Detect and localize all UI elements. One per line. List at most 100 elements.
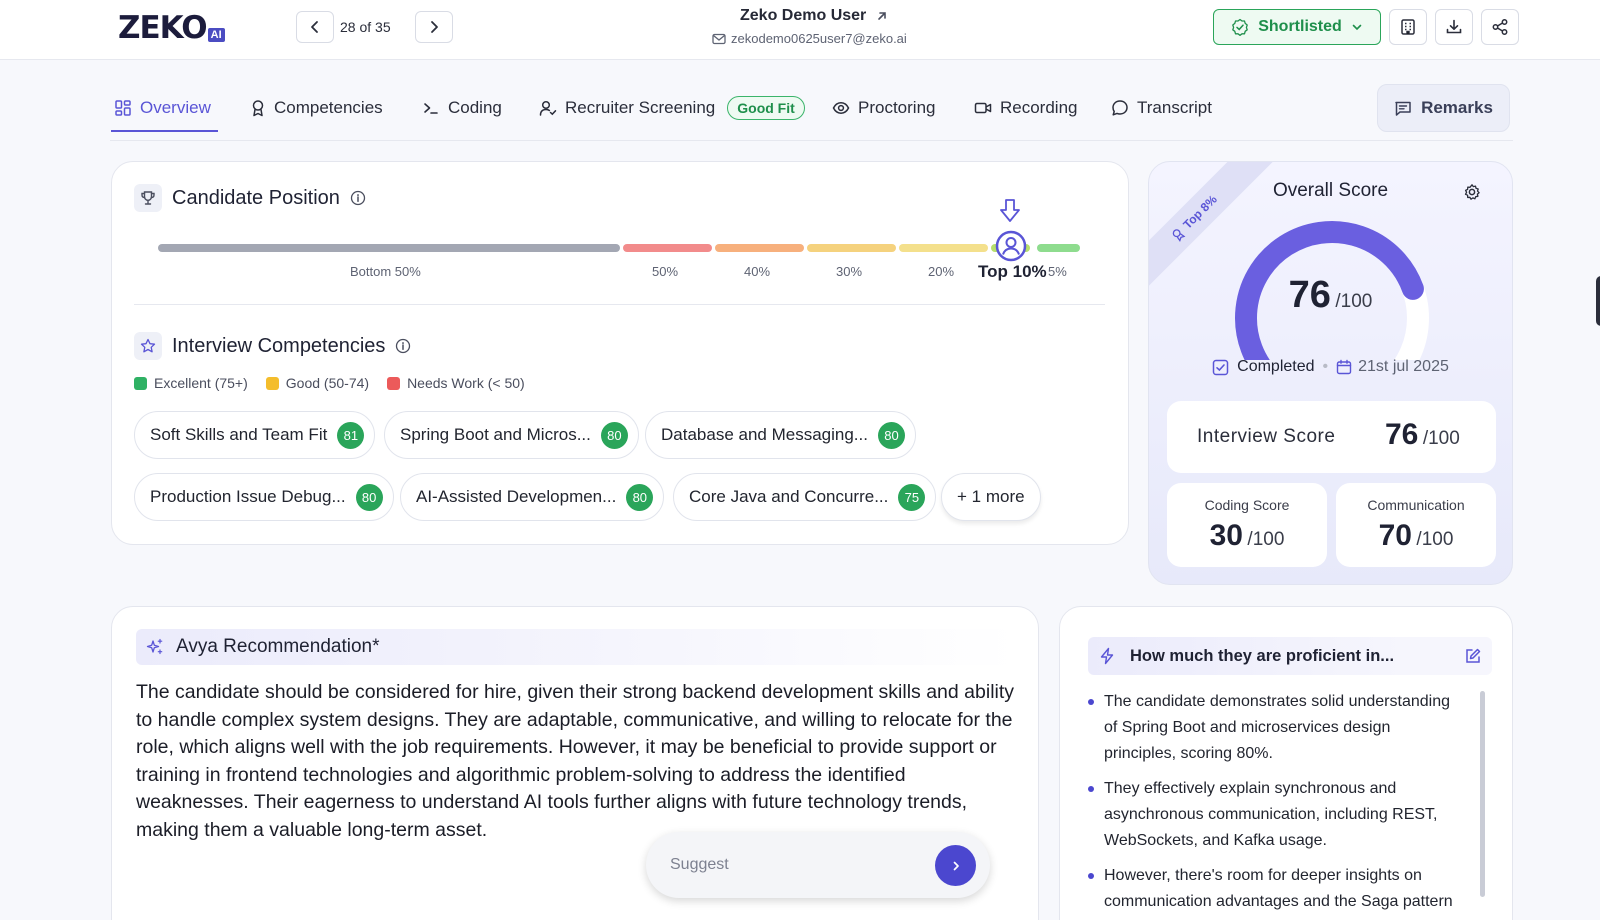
overall-score-gauge	[1235, 221, 1429, 360]
legend-label-needs-work: Needs Work (< 50)	[407, 375, 525, 391]
recommendation-header: Avya Recommendation*	[136, 629, 1016, 665]
candidate-name[interactable]: Zeko Demo User	[740, 7, 888, 25]
competency-chip[interactable]: AI-Assisted Developmen... 80	[400, 473, 665, 521]
interview-date-text: 21st jul 2025	[1358, 358, 1449, 375]
side-panel-handle[interactable]	[1596, 276, 1600, 326]
arrow-down-icon	[1000, 199, 1020, 222]
coding-score-value: 30 /100	[1167, 519, 1327, 553]
external-link-icon[interactable]	[876, 10, 888, 22]
recommendation-title: Avya Recommendation*	[176, 636, 380, 657]
tick-bottom-50: Bottom 50%	[350, 264, 421, 279]
remarks-button[interactable]: Remarks	[1377, 84, 1510, 132]
tab-competencies[interactable]: Competencies	[250, 84, 383, 132]
award-icon	[1172, 229, 1185, 242]
tab-transcript-label: Transcript	[1137, 98, 1212, 117]
settings-gear-icon[interactable]	[1463, 183, 1481, 201]
competency-chip[interactable]: Spring Boot and Micros... 80	[384, 411, 639, 459]
interview-status-row: Completed • 21st jul 2025	[1149, 358, 1512, 376]
sparkles-icon	[146, 638, 163, 655]
download-button[interactable]	[1435, 9, 1473, 45]
share-button[interactable]	[1481, 9, 1519, 45]
competency-score: 80	[355, 483, 383, 511]
overall-score-title: Overall Score	[1272, 180, 1389, 201]
competency-score: 80	[877, 421, 905, 449]
communication-score-max: /100	[1416, 529, 1454, 550]
legend-swatch-excellent	[134, 376, 147, 390]
competency-chip[interactable]: Core Java and Concurre... 75	[673, 473, 937, 521]
chevron-down-icon	[1352, 24, 1362, 31]
legend-good: Good (50-74)	[265, 375, 370, 391]
legend-swatch-needs-work	[387, 376, 401, 390]
suggest-input[interactable]	[670, 856, 920, 874]
chat-bubble-icon	[1112, 100, 1128, 116]
tab-recording[interactable]: Recording	[974, 84, 1078, 132]
tab-competencies-label: Competencies	[274, 98, 383, 117]
check-badge-icon	[1232, 18, 1249, 36]
coding-score-number: 30	[1209, 519, 1243, 552]
section-divider	[134, 304, 1105, 305]
candidate-email: zekodemo0625user7@zeko.ai	[712, 31, 907, 46]
list-item: They effectively explain synchronous and…	[1088, 776, 1460, 854]
track-segment-30	[807, 244, 896, 252]
interview-score-box: Interview Score 76 /100	[1167, 401, 1496, 473]
coding-score-box: Coding Score 30 /100	[1167, 483, 1327, 567]
tab-proctoring[interactable]: Proctoring	[832, 84, 935, 132]
tick-top-10: Top 10%	[978, 262, 1047, 281]
competency-chip[interactable]: Database and Messaging... 80	[645, 411, 916, 459]
competency-score: 80	[626, 483, 654, 511]
candidate-marker-icon	[995, 230, 1027, 262]
message-square-icon	[1395, 101, 1411, 116]
good-fit-badge: Good Fit	[727, 96, 805, 120]
candidate-name-text: Zeko Demo User	[740, 7, 867, 24]
competency-name: Soft Skills and Team Fit	[150, 425, 328, 444]
legend-needs-work: Needs Work (< 50)	[387, 375, 525, 391]
proficiency-card: How much they are proficient in... The c…	[1059, 606, 1513, 920]
top-bar: ZEKO AI 28 of 35 Zeko Demo User zekodemo…	[0, 0, 1600, 60]
legend-label-good: Good (50-74)	[285, 375, 370, 391]
tab-recruiter-screening[interactable]: Recruiter Screening Good Fit	[539, 84, 805, 132]
competency-name: AI-Assisted Developmen...	[416, 487, 617, 506]
tab-transcript[interactable]: Transcript	[1111, 84, 1212, 132]
status-dropdown[interactable]: Shortlisted	[1213, 9, 1381, 45]
candidate-position-header: Candidate Position	[134, 184, 366, 212]
competency-name: Spring Boot and Micros...	[400, 425, 591, 444]
company-button[interactable]	[1389, 9, 1427, 45]
competency-score: 80	[600, 421, 628, 449]
user-check-icon	[539, 100, 557, 116]
edit-icon[interactable]	[1464, 647, 1482, 665]
competency-chip[interactable]: Production Issue Debug... 80	[134, 473, 394, 521]
communication-score-value: 70 /100	[1336, 519, 1496, 553]
tick-30: 30%	[836, 264, 863, 279]
info-icon[interactable]	[350, 190, 366, 206]
chevron-right-icon	[953, 861, 959, 870]
chevron-left-icon	[311, 21, 318, 33]
interview-score-label: Interview Score	[1197, 426, 1336, 447]
tab-coding[interactable]: Coding	[422, 84, 502, 132]
coding-score-label: Coding Score	[1204, 497, 1290, 513]
competency-chip[interactable]: Soft Skills and Team Fit 81	[134, 411, 376, 459]
coding-score-max: /100	[1247, 529, 1285, 550]
suggest-send-button[interactable]	[935, 845, 976, 886]
previous-candidate-button[interactable]	[296, 11, 334, 43]
tab-overview-label: Overview	[140, 98, 211, 117]
lightning-icon	[1100, 647, 1114, 665]
chevron-right-icon	[431, 21, 438, 33]
eye-icon	[832, 102, 850, 114]
tab-overview[interactable]: Overview	[114, 84, 211, 132]
grid-icon	[115, 100, 131, 116]
scrollbar[interactable]	[1480, 691, 1485, 897]
track-segment-bottom-50	[158, 244, 620, 252]
zeko-logo[interactable]: ZEKO AI	[118, 10, 225, 44]
suggest-box	[646, 832, 990, 898]
more-competencies-button[interactable]: + 1 more	[941, 473, 1041, 521]
info-icon[interactable]	[395, 338, 411, 354]
tick-20: 20%	[928, 264, 955, 279]
next-candidate-button[interactable]	[415, 11, 453, 43]
download-icon	[1446, 19, 1462, 34]
list-item-text: They effectively explain synchronous and…	[1104, 780, 1438, 849]
overall-score-max: /100	[1335, 291, 1373, 312]
interview-score-value: 76 /100	[1385, 418, 1460, 452]
logo-ai-badge: AI	[207, 27, 225, 42]
competency-name: Production Issue Debug...	[150, 487, 346, 506]
award-icon	[252, 100, 264, 117]
